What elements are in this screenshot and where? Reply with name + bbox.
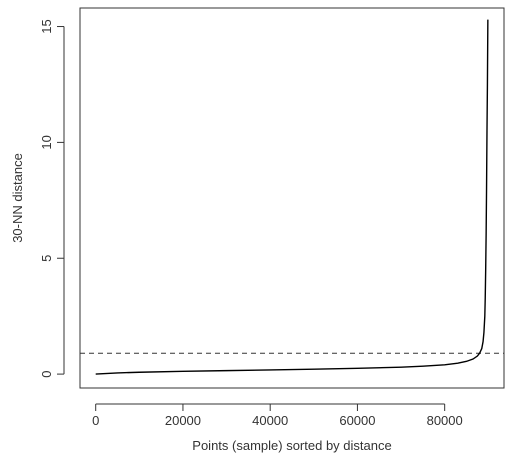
x-tick-label: 20000 <box>165 413 201 428</box>
y-tick-label: 5 <box>39 255 54 262</box>
x-axis-label: Points (sample) sorted by distance <box>192 438 391 453</box>
x-axis: 0 20000 40000 60000 80000 <box>92 403 463 428</box>
y-tick-label: 15 <box>39 19 54 33</box>
y-axis-label: 30-NN distance <box>10 153 25 243</box>
y-tick-label: 10 <box>39 135 54 149</box>
x-tick-label: 60000 <box>339 413 375 428</box>
x-tick-label: 0 <box>92 413 99 428</box>
x-tick-label: 40000 <box>252 413 288 428</box>
plot-area-frame <box>79 7 505 389</box>
series-line <box>95 19 489 375</box>
y-tick-label: 0 <box>39 370 54 377</box>
y-axis: 0 5 10 15 <box>39 19 65 378</box>
x-tick-label: 80000 <box>427 413 463 428</box>
